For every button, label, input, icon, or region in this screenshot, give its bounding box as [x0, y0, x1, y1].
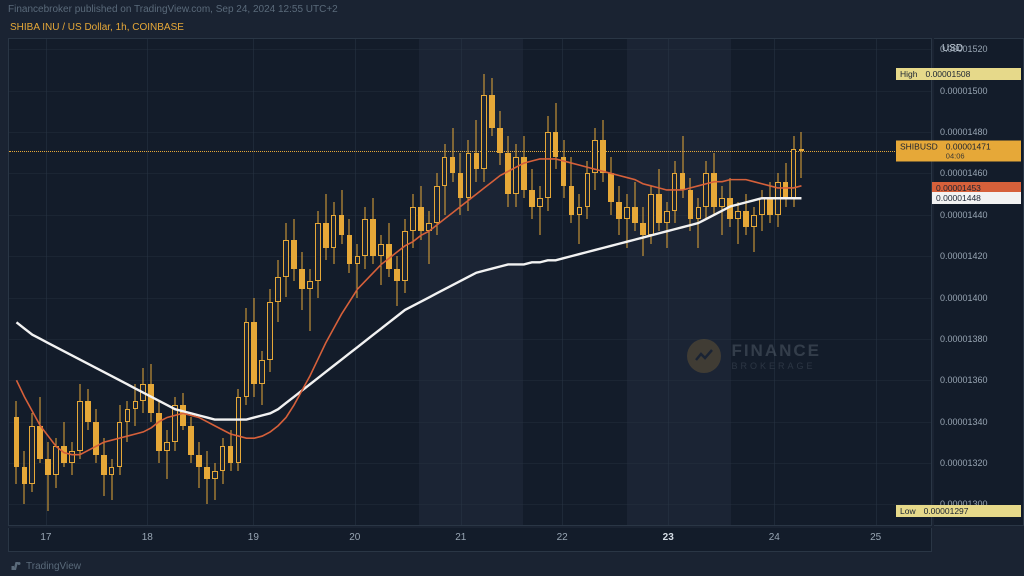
- price-tag-value: 0.00001297: [920, 505, 1021, 517]
- price-tick: 0.00001320: [940, 458, 988, 468]
- time-tick: 25: [870, 532, 881, 543]
- publish-caption: Financebroker published on TradingView.c…: [8, 4, 338, 15]
- price-tick: 0.00001440: [940, 210, 988, 220]
- chart-area[interactable]: FINANCE BROKERAGE: [8, 38, 932, 526]
- tradingview-icon: [10, 560, 22, 572]
- price-tick: 0.00001400: [940, 293, 988, 303]
- price-tag-label: High: [896, 68, 921, 80]
- price-tick: 0.00001480: [940, 127, 988, 137]
- time-tick: 23: [663, 532, 674, 543]
- time-tick: 17: [40, 532, 51, 543]
- time-tick: 24: [769, 532, 780, 543]
- price-tag-value: 0.00001508: [921, 68, 1021, 80]
- price-tag-label: Low: [896, 505, 920, 517]
- time-tick: 22: [557, 532, 568, 543]
- price-tag-value: 0.0000147104:06: [942, 140, 1021, 161]
- price-tick: 0.00001380: [940, 334, 988, 344]
- symbol-title: SHIBA INU / US Dollar, 1h, COINBASE: [10, 22, 184, 33]
- price-axis[interactable]: USD 0.000013000.000013200.000013400.0000…: [934, 38, 1024, 526]
- time-tick: 19: [248, 532, 259, 543]
- price-tick: 0.00001360: [940, 375, 988, 385]
- price-tag-value: 0.00001448: [932, 192, 1021, 204]
- time-axis[interactable]: 17 18 19 20 21 22 23 24 25: [8, 528, 932, 552]
- price-tick: 0.00001500: [940, 86, 988, 96]
- time-tick: 21: [455, 532, 466, 543]
- price-tick: 0.00001520: [940, 44, 988, 54]
- price-tick: 0.00001340: [940, 417, 988, 427]
- price-tag-label: SHIBUSD: [896, 140, 942, 161]
- price-tick: 0.00001420: [940, 251, 988, 261]
- time-tick: 18: [142, 532, 153, 543]
- tradingview-brand: TradingView: [10, 560, 81, 572]
- price-tick: 0.00001460: [940, 168, 988, 178]
- time-tick: 20: [349, 532, 360, 543]
